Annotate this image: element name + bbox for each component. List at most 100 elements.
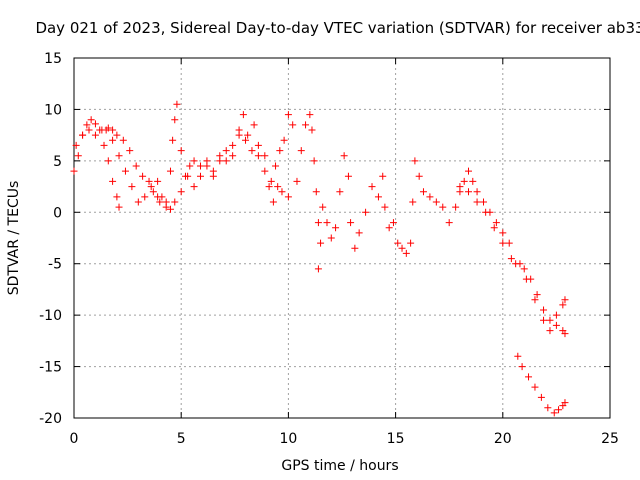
data-point bbox=[115, 152, 123, 160]
data-point bbox=[439, 203, 447, 211]
data-point bbox=[250, 121, 258, 129]
x-tick-label: 0 bbox=[70, 431, 79, 447]
data-point bbox=[278, 188, 286, 196]
data-points bbox=[70, 100, 569, 417]
data-point bbox=[555, 406, 563, 414]
data-point bbox=[490, 224, 498, 232]
data-point bbox=[482, 208, 490, 216]
data-point bbox=[336, 188, 344, 196]
data-point bbox=[389, 219, 397, 227]
data-point bbox=[222, 147, 230, 155]
series-track-c bbox=[293, 111, 569, 324]
data-point bbox=[169, 136, 177, 144]
data-point bbox=[147, 183, 155, 191]
data-point bbox=[248, 147, 256, 155]
data-point bbox=[274, 183, 282, 191]
data-point bbox=[85, 126, 93, 134]
data-point bbox=[374, 193, 382, 201]
y-tick-label: -15 bbox=[39, 360, 62, 376]
data-point bbox=[190, 157, 198, 165]
y-tick-label: 10 bbox=[44, 102, 62, 118]
data-point bbox=[115, 203, 123, 211]
data-point bbox=[552, 311, 560, 319]
data-point bbox=[100, 141, 108, 149]
data-point bbox=[398, 244, 406, 252]
data-point bbox=[480, 198, 488, 206]
data-point bbox=[520, 265, 528, 273]
data-point bbox=[473, 188, 481, 196]
data-point bbox=[314, 265, 322, 273]
data-point bbox=[128, 183, 136, 191]
data-point bbox=[109, 136, 117, 144]
data-point bbox=[70, 167, 78, 175]
data-point bbox=[306, 111, 314, 119]
data-point bbox=[411, 157, 419, 165]
data-point bbox=[522, 275, 530, 283]
data-point bbox=[379, 172, 387, 180]
data-point bbox=[113, 193, 121, 201]
data-point bbox=[347, 219, 355, 227]
x-tick-label: 15 bbox=[387, 431, 405, 447]
data-point bbox=[407, 239, 415, 247]
data-point bbox=[559, 301, 567, 309]
y-tick-label: -20 bbox=[39, 411, 62, 427]
y-tick-label: -10 bbox=[39, 308, 62, 324]
data-point bbox=[445, 219, 453, 227]
data-point bbox=[312, 188, 320, 196]
data-point bbox=[196, 162, 204, 170]
data-point bbox=[173, 100, 181, 108]
data-point bbox=[83, 121, 91, 129]
data-point bbox=[113, 131, 121, 139]
data-point bbox=[289, 121, 297, 129]
data-point bbox=[540, 316, 548, 324]
data-point bbox=[518, 363, 526, 371]
x-tick-label: 20 bbox=[494, 431, 512, 447]
y-axis-label: SDTVAR / TECUs bbox=[6, 181, 22, 296]
data-point bbox=[190, 183, 198, 191]
data-point bbox=[473, 198, 481, 206]
data-point bbox=[308, 126, 316, 134]
data-point bbox=[310, 157, 318, 165]
series-track-e bbox=[514, 352, 569, 417]
data-point bbox=[121, 167, 129, 175]
data-point bbox=[319, 203, 327, 211]
data-point bbox=[368, 183, 376, 191]
data-point bbox=[222, 157, 230, 165]
data-point bbox=[74, 152, 82, 160]
data-point bbox=[561, 330, 569, 338]
data-point bbox=[452, 203, 460, 211]
data-point bbox=[314, 219, 322, 227]
data-point bbox=[235, 126, 243, 134]
y-tick-label: 15 bbox=[44, 51, 62, 67]
data-point bbox=[456, 183, 464, 191]
data-point bbox=[109, 126, 117, 134]
data-point bbox=[516, 260, 524, 268]
data-point bbox=[91, 120, 99, 128]
data-point bbox=[171, 198, 179, 206]
data-point bbox=[533, 291, 541, 299]
data-point bbox=[156, 198, 164, 206]
data-point bbox=[402, 249, 410, 257]
data-point bbox=[317, 239, 325, 247]
data-point bbox=[531, 296, 539, 304]
data-point bbox=[184, 172, 192, 180]
x-tick-label: 5 bbox=[177, 431, 186, 447]
data-point bbox=[154, 177, 162, 185]
data-point bbox=[507, 255, 515, 263]
data-point bbox=[91, 131, 99, 139]
data-point bbox=[332, 224, 340, 232]
data-point bbox=[177, 188, 185, 196]
data-point bbox=[394, 239, 402, 247]
data-point bbox=[293, 177, 301, 185]
data-point bbox=[272, 162, 280, 170]
data-point bbox=[154, 193, 162, 201]
data-point bbox=[284, 193, 292, 201]
x-axis-label: GPS time / hours bbox=[281, 458, 398, 474]
data-point bbox=[244, 131, 252, 139]
data-point bbox=[186, 162, 194, 170]
x-tick-label: 10 bbox=[279, 431, 297, 447]
data-point bbox=[276, 147, 284, 155]
data-point bbox=[119, 136, 127, 144]
data-point bbox=[280, 136, 288, 144]
data-point bbox=[537, 393, 545, 401]
